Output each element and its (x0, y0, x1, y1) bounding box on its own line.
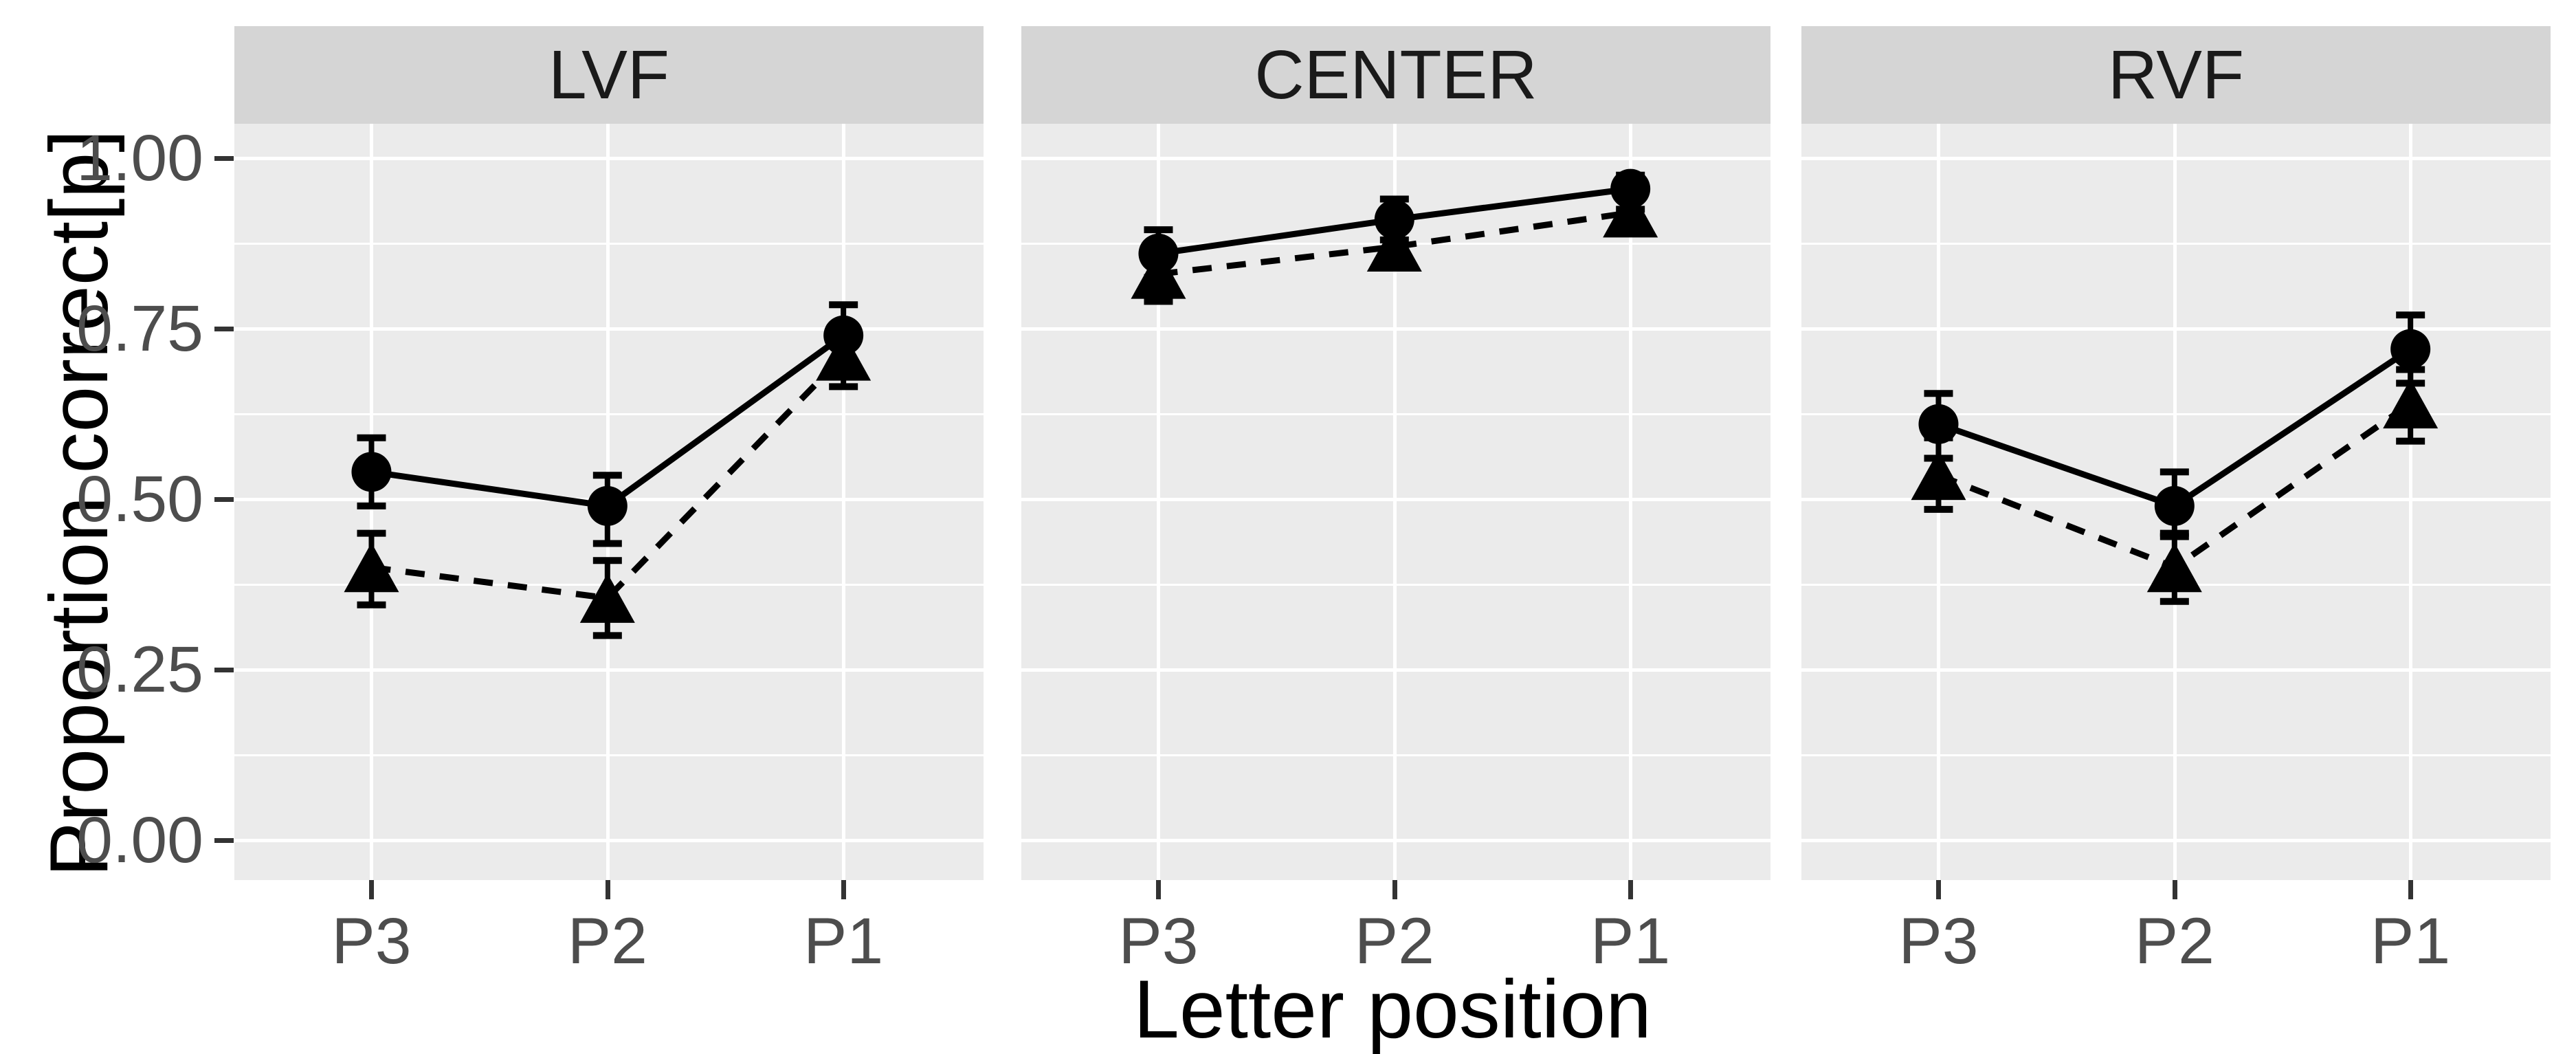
y-tick-label: 0.50 (76, 463, 203, 536)
data-point-triangle-marker (1911, 450, 1966, 501)
y-tick-label: 1.00 (76, 122, 203, 195)
facet-data-layer (344, 301, 871, 639)
x-tick-label: P2 (1354, 905, 1434, 978)
gridline-major-vertical (1157, 124, 1161, 880)
gridline-major-vertical (1392, 124, 1397, 880)
data-point-triangle-marker (2383, 379, 2439, 429)
data-point-circle-marker (1374, 199, 1414, 240)
x-tick-label: P2 (567, 905, 647, 978)
data-point-circle-marker (1610, 168, 1651, 209)
data-point-triangle-marker (344, 542, 399, 593)
gridline-major-vertical (1629, 124, 1633, 880)
y-axis-tick (214, 668, 234, 672)
x-tick-label: P1 (2370, 905, 2451, 978)
data-point-circle-marker (2154, 485, 2195, 526)
y-tick-label: 0.25 (76, 633, 203, 706)
facet-strip: RVF (1801, 26, 2551, 124)
x-axis-tick (1156, 880, 1162, 899)
x-tick-label: P2 (2134, 905, 2214, 978)
x-tick-label: P1 (803, 905, 884, 978)
x-axis-tick (605, 880, 610, 899)
series-line-dashed (370, 353, 846, 602)
x-tick-label: P3 (1898, 905, 1979, 978)
data-point-circle-marker (351, 452, 392, 492)
x-axis-tick (2408, 880, 2414, 899)
data-point-triangle-marker (2146, 542, 2202, 593)
x-tick-label: P3 (1118, 905, 1199, 978)
y-axis-tick (214, 497, 234, 502)
y-axis-tick (214, 327, 234, 331)
x-axis-tick (369, 880, 375, 899)
y-axis-tick (214, 156, 234, 161)
x-axis-tick (841, 880, 847, 899)
series-line-dashed (1157, 209, 1631, 278)
y-tick-label: 0.00 (76, 804, 203, 877)
y-tick-label: 0.75 (76, 292, 203, 365)
x-axis-title: Letter position (1133, 963, 1652, 1054)
x-tick-label: P1 (1590, 905, 1671, 978)
facet-strip-label: CENTER (1254, 36, 1537, 113)
gridline-major-vertical (842, 124, 846, 880)
facet-data-layer (1911, 311, 2439, 605)
x-tick-label: P3 (331, 905, 412, 978)
gridline-major-vertical (2409, 124, 2413, 880)
data-point-circle-marker (1918, 404, 1959, 444)
facet-strip: CENTER (1021, 26, 1770, 124)
y-axis-tick (214, 838, 234, 843)
data-point-circle-marker (1138, 233, 1179, 274)
facet-data-layer (1131, 168, 1658, 305)
x-axis-tick (1392, 880, 1397, 899)
x-axis-tick (1936, 880, 1942, 899)
data-point-circle-marker (587, 485, 628, 526)
x-axis-tick (2172, 880, 2177, 899)
x-axis-tick (1628, 880, 1634, 899)
data-point-circle-marker (823, 315, 864, 355)
data-point-triangle-marker (579, 573, 635, 623)
data-point-circle-marker (2390, 329, 2431, 369)
data-point-triangle-marker (1366, 221, 1422, 272)
facet-strip: LVF (234, 26, 984, 124)
facet-strip-label: LVF (548, 36, 669, 113)
facet-strip-label: RVF (2107, 36, 2245, 113)
